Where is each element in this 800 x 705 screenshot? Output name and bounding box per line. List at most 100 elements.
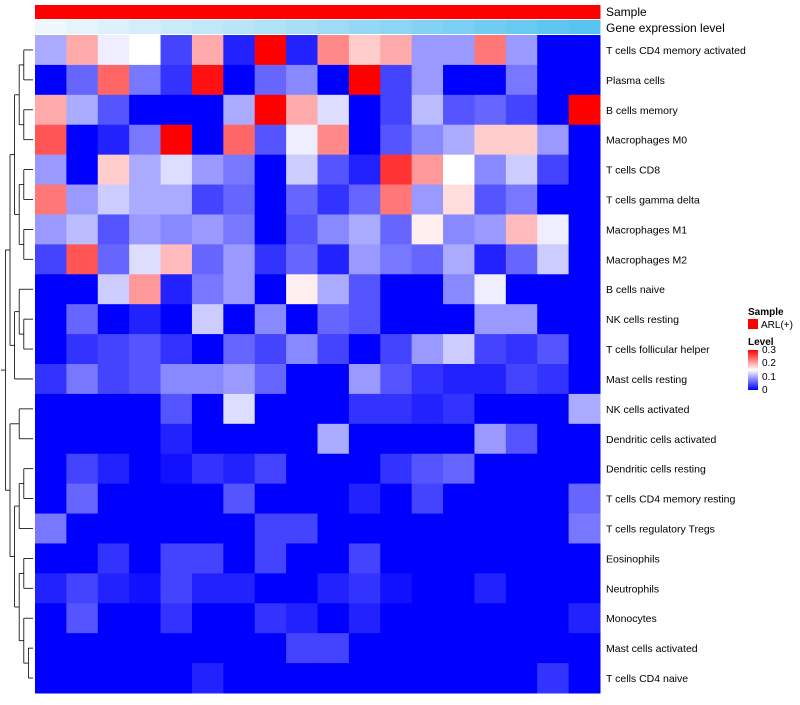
row-label: Mast cells activated bbox=[606, 643, 698, 655]
heatmap-cell bbox=[568, 453, 601, 485]
heatmap-cell bbox=[348, 94, 381, 126]
heatmap-cell bbox=[254, 154, 287, 186]
heatmap-cell bbox=[443, 244, 475, 275]
heatmap-cell bbox=[505, 453, 538, 485]
heatmap-cell bbox=[286, 94, 318, 126]
heatmap-cell bbox=[474, 423, 507, 455]
heatmap-cell bbox=[411, 94, 444, 126]
heatmap-cell bbox=[317, 184, 350, 215]
heatmap-cell bbox=[537, 334, 570, 365]
heatmap-cell bbox=[191, 393, 224, 425]
heatmap-cell bbox=[505, 154, 538, 186]
heatmap-cell bbox=[348, 154, 381, 186]
heatmap-cell bbox=[537, 543, 570, 574]
heatmap-cell bbox=[129, 334, 162, 365]
heatmap-cell bbox=[129, 513, 162, 544]
annotation-sample-cell bbox=[380, 5, 413, 19]
heatmap-cell bbox=[317, 154, 350, 186]
heatmap-cell bbox=[443, 663, 475, 694]
heatmap-cell bbox=[380, 274, 413, 305]
heatmap-cell bbox=[443, 35, 475, 66]
heatmap-cell bbox=[129, 304, 162, 335]
heatmap-cell bbox=[286, 124, 318, 156]
heatmap-cell bbox=[568, 603, 601, 634]
heatmap-cell bbox=[537, 364, 570, 395]
legend-sample-title: Sample bbox=[748, 307, 784, 318]
heatmap-cell bbox=[505, 35, 538, 66]
heatmap-cell bbox=[254, 453, 287, 485]
heatmap-cell bbox=[254, 543, 287, 574]
legend-level-tick: 0.2 bbox=[762, 358, 776, 369]
heatmap-cell bbox=[568, 154, 601, 186]
annotation-sample-cell bbox=[505, 5, 538, 19]
heatmap-cell bbox=[317, 543, 350, 574]
heatmap-cell bbox=[223, 184, 256, 215]
heatmap-cell bbox=[129, 274, 162, 305]
heatmap-cell bbox=[35, 154, 67, 186]
heatmap-cell bbox=[191, 364, 224, 395]
heatmap-cell bbox=[317, 364, 350, 395]
legend-level-tick: 0.3 bbox=[762, 345, 776, 356]
heatmap-cell bbox=[474, 154, 507, 186]
heatmap-cell bbox=[443, 154, 475, 186]
heatmap-cell bbox=[537, 633, 570, 664]
heatmap-cell bbox=[97, 364, 130, 395]
row-label: B cells naive bbox=[606, 284, 665, 296]
heatmap-cell bbox=[254, 483, 287, 515]
heatmap-cell bbox=[97, 184, 130, 215]
heatmap-cell bbox=[380, 184, 413, 215]
annotation-sample-cell bbox=[317, 5, 350, 19]
heatmap-cell bbox=[254, 573, 287, 604]
heatmap-cell bbox=[537, 573, 570, 604]
heatmap-cell bbox=[443, 184, 475, 215]
heatmap-cell bbox=[66, 393, 99, 425]
heatmap-cell bbox=[160, 35, 193, 66]
heatmap-cell bbox=[160, 663, 193, 694]
heatmap-cell bbox=[286, 423, 318, 455]
heatmap-cell bbox=[160, 154, 193, 186]
heatmap-cell bbox=[568, 214, 601, 245]
heatmap-cell bbox=[129, 663, 162, 694]
heatmap-cell bbox=[254, 633, 287, 664]
annotation-sample-cell bbox=[35, 5, 67, 19]
heatmap-cell bbox=[35, 633, 67, 664]
heatmap-cell bbox=[35, 603, 67, 634]
heatmap-cell bbox=[568, 393, 601, 425]
annotation-sample-cell bbox=[568, 5, 601, 19]
heatmap-cell bbox=[191, 35, 224, 66]
heatmap-cell bbox=[223, 35, 256, 66]
heatmap-cell bbox=[411, 124, 444, 156]
heatmap-cell bbox=[97, 513, 130, 544]
heatmap-cell bbox=[160, 513, 193, 544]
heatmap-cell bbox=[160, 633, 193, 664]
heatmap-cell bbox=[537, 513, 570, 544]
heatmap-cell bbox=[474, 64, 507, 96]
heatmap-cell bbox=[254, 274, 287, 305]
heatmap-cells bbox=[35, 35, 601, 694]
heatmap-cell bbox=[348, 453, 381, 485]
heatmap-cell bbox=[348, 244, 381, 275]
annotation-sample-cell bbox=[66, 5, 99, 19]
annotation-expression-cell bbox=[348, 20, 381, 34]
heatmap-cell bbox=[223, 304, 256, 335]
heatmap-cell bbox=[254, 244, 287, 275]
heatmap-cell bbox=[66, 184, 99, 215]
annotation-sample-cell bbox=[97, 5, 130, 19]
annotation-expression-cell bbox=[97, 20, 130, 34]
heatmap-cell bbox=[474, 513, 507, 544]
row-label: Dendritic cells activated bbox=[606, 434, 716, 446]
annotation-expression-cell bbox=[380, 20, 413, 34]
heatmap-cell bbox=[35, 334, 67, 365]
heatmap-cell bbox=[505, 94, 538, 126]
heatmap-cell bbox=[443, 214, 475, 245]
heatmap-cell bbox=[223, 633, 256, 664]
heatmap-cell bbox=[35, 543, 67, 574]
heatmap-cell bbox=[348, 543, 381, 574]
heatmap-cell bbox=[129, 64, 162, 96]
heatmap-cell bbox=[35, 304, 67, 335]
heatmap-cell bbox=[286, 35, 318, 66]
heatmap-cell bbox=[317, 633, 350, 664]
heatmap-cell bbox=[568, 573, 601, 604]
heatmap-cell bbox=[568, 124, 601, 156]
heatmap-cell bbox=[254, 184, 287, 215]
